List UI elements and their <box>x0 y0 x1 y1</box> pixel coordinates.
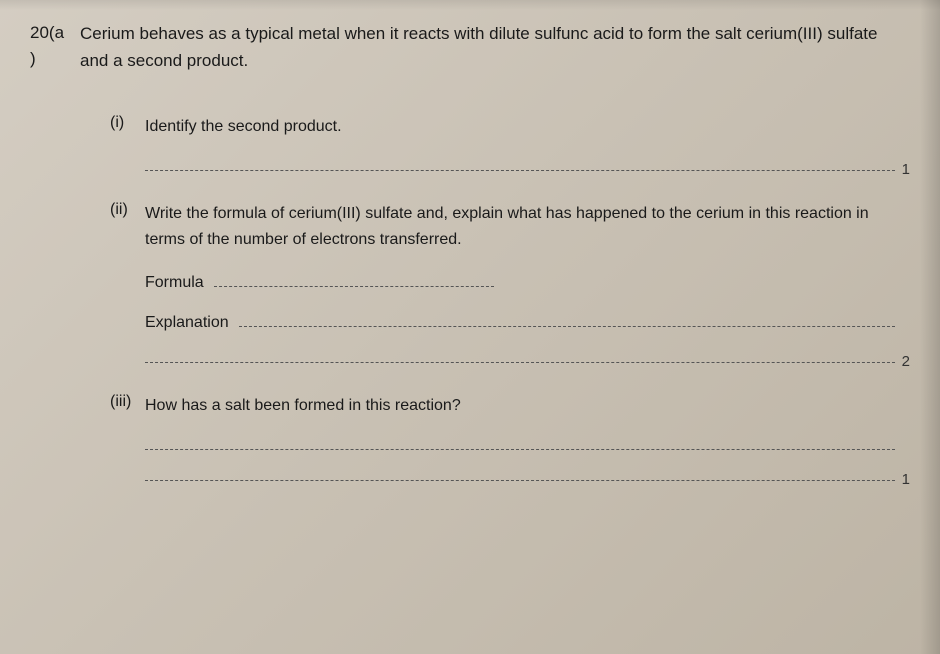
explanation-line-1[interactable] <box>239 326 895 327</box>
question-text: Cerium behaves as a typical metal when i… <box>80 20 910 74</box>
worksheet-page: 20(a ) Cerium behaves as a typical metal… <box>30 20 910 481</box>
subpart-iii-label: (iii) <box>110 393 145 411</box>
q-num-text: 20(a <box>30 23 64 42</box>
subpart-i-text: Identify the second product. <box>145 114 910 140</box>
formula-line[interactable] <box>214 286 494 287</box>
answer-line-iii-1[interactable] <box>145 449 895 450</box>
explanation-line-2[interactable]: 2 <box>145 362 895 363</box>
explanation-label: Explanation <box>145 314 229 332</box>
subpart-i: (i) Identify the second product. 1 <box>110 114 910 171</box>
formula-field: Formula <box>145 274 910 292</box>
mark-ii: 2 <box>902 353 910 370</box>
subpart-ii-label: (ii) <box>110 201 145 219</box>
q-num-paren: ) <box>30 46 80 72</box>
question-number: 20(a ) <box>30 20 80 71</box>
subpart-iii-text: How has a salt been formed in this react… <box>145 393 910 419</box>
subpart-i-label: (i) <box>110 114 145 132</box>
subpart-ii: (ii) Write the formula of cerium(III) su… <box>110 201 910 363</box>
mark-i: 1 <box>902 161 910 178</box>
question-header: 20(a ) Cerium behaves as a typical metal… <box>30 20 910 74</box>
answer-line-i[interactable]: 1 <box>145 170 895 171</box>
subpart-ii-text: Write the formula of cerium(III) sulfate… <box>145 201 910 252</box>
mark-iii: 1 <box>902 471 910 488</box>
explanation-field: Explanation <box>145 314 910 332</box>
answer-line-iii-2[interactable]: 1 <box>145 480 895 481</box>
formula-label: Formula <box>145 274 204 292</box>
subpart-iii: (iii) How has a salt been formed in this… <box>110 393 910 481</box>
